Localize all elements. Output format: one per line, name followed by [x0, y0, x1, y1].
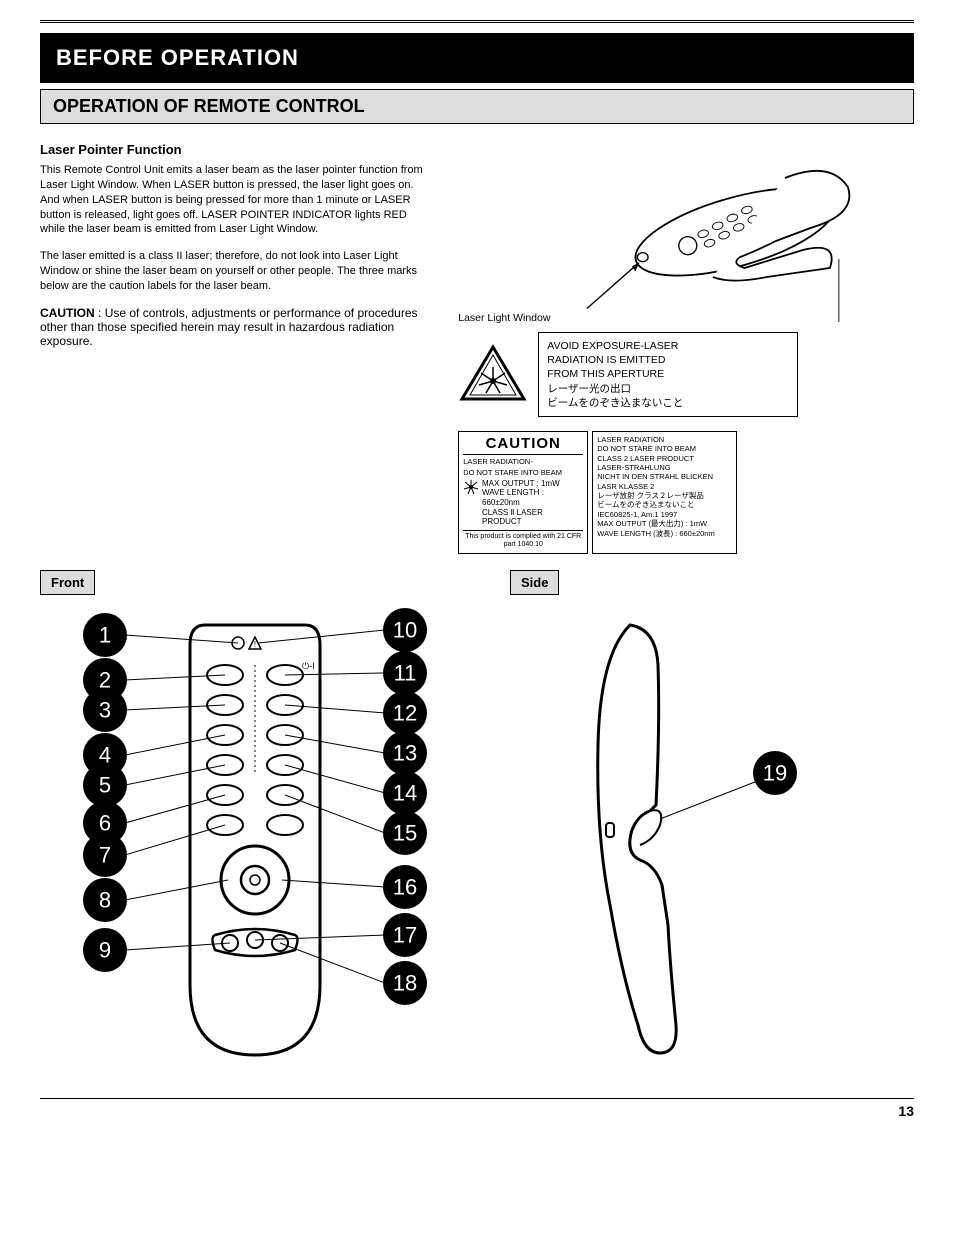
laser-warning-triangle-icon — [458, 343, 528, 405]
hand-remote-illustration: Laser Light Window — [458, 142, 914, 322]
laser-para-1: This Remote Control Unit emits a laser b… — [40, 163, 428, 237]
exposure-line-4: レーザー光の出口 — [547, 382, 789, 396]
caution-l-s5: CLASS Ⅱ LASER PRODUCT — [482, 508, 583, 527]
caution-r-2: DO NOT STARE INTO BEAM — [597, 444, 732, 453]
caution-l-s1: LASER RADIATION- — [463, 457, 583, 466]
callout-3: 3 — [99, 697, 111, 722]
caution-l-s3: MAX OUTPUT : 1mW — [482, 479, 583, 489]
svg-text:!: ! — [254, 640, 256, 649]
remote-front-illustration: ! — [40, 605, 470, 1075]
remote-side-illustration: 19 — [510, 605, 850, 1075]
laser-pointer-heading: Laser Pointer Function — [40, 142, 428, 157]
laser-window-label: Laser Light Window — [458, 312, 550, 324]
callout-8: 8 — [99, 887, 111, 912]
caution-head: CAUTION — [463, 435, 583, 455]
caution-r-4: LASER-STRAHLUNG — [597, 463, 732, 472]
callout-10: 10 — [393, 617, 417, 642]
callout-14: 14 — [393, 780, 417, 805]
callout-17: 17 — [393, 922, 417, 947]
caution-title: CAUTION — [40, 306, 95, 320]
exposure-line-2: RADIATION IS EMITTED — [547, 353, 789, 367]
subsection-banner: OPERATION OF REMOTE CONTROL — [40, 89, 914, 124]
callout-11: 11 — [394, 660, 417, 685]
callout-18: 18 — [393, 970, 417, 995]
front-view-label: Front — [40, 570, 95, 595]
caution-label-right: LASER RADIATION DO NOT STARE INTO BEAM C… — [592, 431, 737, 554]
callout-12: 12 — [393, 700, 417, 725]
caution-r-5: NICHT IN DEN STRAHL BLICKEN — [597, 472, 732, 481]
exposure-line-5: ビームをのぞき込まないこと — [547, 396, 789, 410]
callout-7: 7 — [99, 842, 111, 867]
caution-r-9: IEC60825-1, Am.1 1997 — [597, 510, 732, 519]
caution-text: Use of controls, adjustments or performa… — [40, 306, 418, 348]
svg-text:19: 19 — [763, 760, 787, 785]
caution-l-s2: DO NOT STARE INTO BEAM — [463, 468, 583, 477]
svg-text:⏻-I: ⏻-I — [302, 661, 315, 671]
callout-16: 16 — [393, 874, 417, 899]
caution-r-8: ビームをのぞき込まないこと — [597, 500, 732, 509]
caution-r-1: LASER RADIATION — [597, 435, 732, 444]
caution-r-7: レーザ放射 クラス２レーザ製品 — [597, 491, 732, 500]
callout-9: 9 — [99, 937, 111, 962]
caution-label-left: CAUTION LASER RADIATION- DO NOT STARE IN… — [458, 431, 588, 554]
section-banner: BEFORE OPERATION — [40, 33, 914, 83]
exposure-line-1: AVOID EXPOSURE-LASER — [547, 339, 789, 353]
caution-r-6: LASR KLASSE 2 — [597, 482, 732, 491]
caution-l-cfr: This product is complied with 21 CFR par… — [463, 530, 583, 550]
callout-13: 13 — [393, 740, 417, 765]
caution-r-11: WAVE LENGTH (波長) : 660±20nm — [597, 529, 732, 538]
page-number: 13 — [40, 1103, 914, 1119]
caution-r-10: MAX OUTPUT (最大出力) : 1mW — [597, 519, 732, 528]
callout-6: 6 — [99, 810, 111, 835]
exposure-warning-box: AVOID EXPOSURE-LASER RADIATION IS EMITTE… — [538, 332, 798, 417]
callout-5: 5 — [99, 772, 111, 797]
callout-1: 1 — [99, 622, 111, 647]
side-view-label: Side — [510, 570, 559, 595]
caution-l-s4: WAVE LENGTH : 660±20nm — [482, 488, 583, 507]
callout-15: 15 — [393, 820, 417, 845]
exposure-line-3: FROM THIS APERTURE — [547, 367, 789, 381]
starburst-icon — [463, 479, 479, 495]
laser-para-2: The laser emitted is a class II laser; t… — [40, 249, 428, 294]
caution-r-3: CLASS 2 LASER PRODUCT — [597, 454, 732, 463]
